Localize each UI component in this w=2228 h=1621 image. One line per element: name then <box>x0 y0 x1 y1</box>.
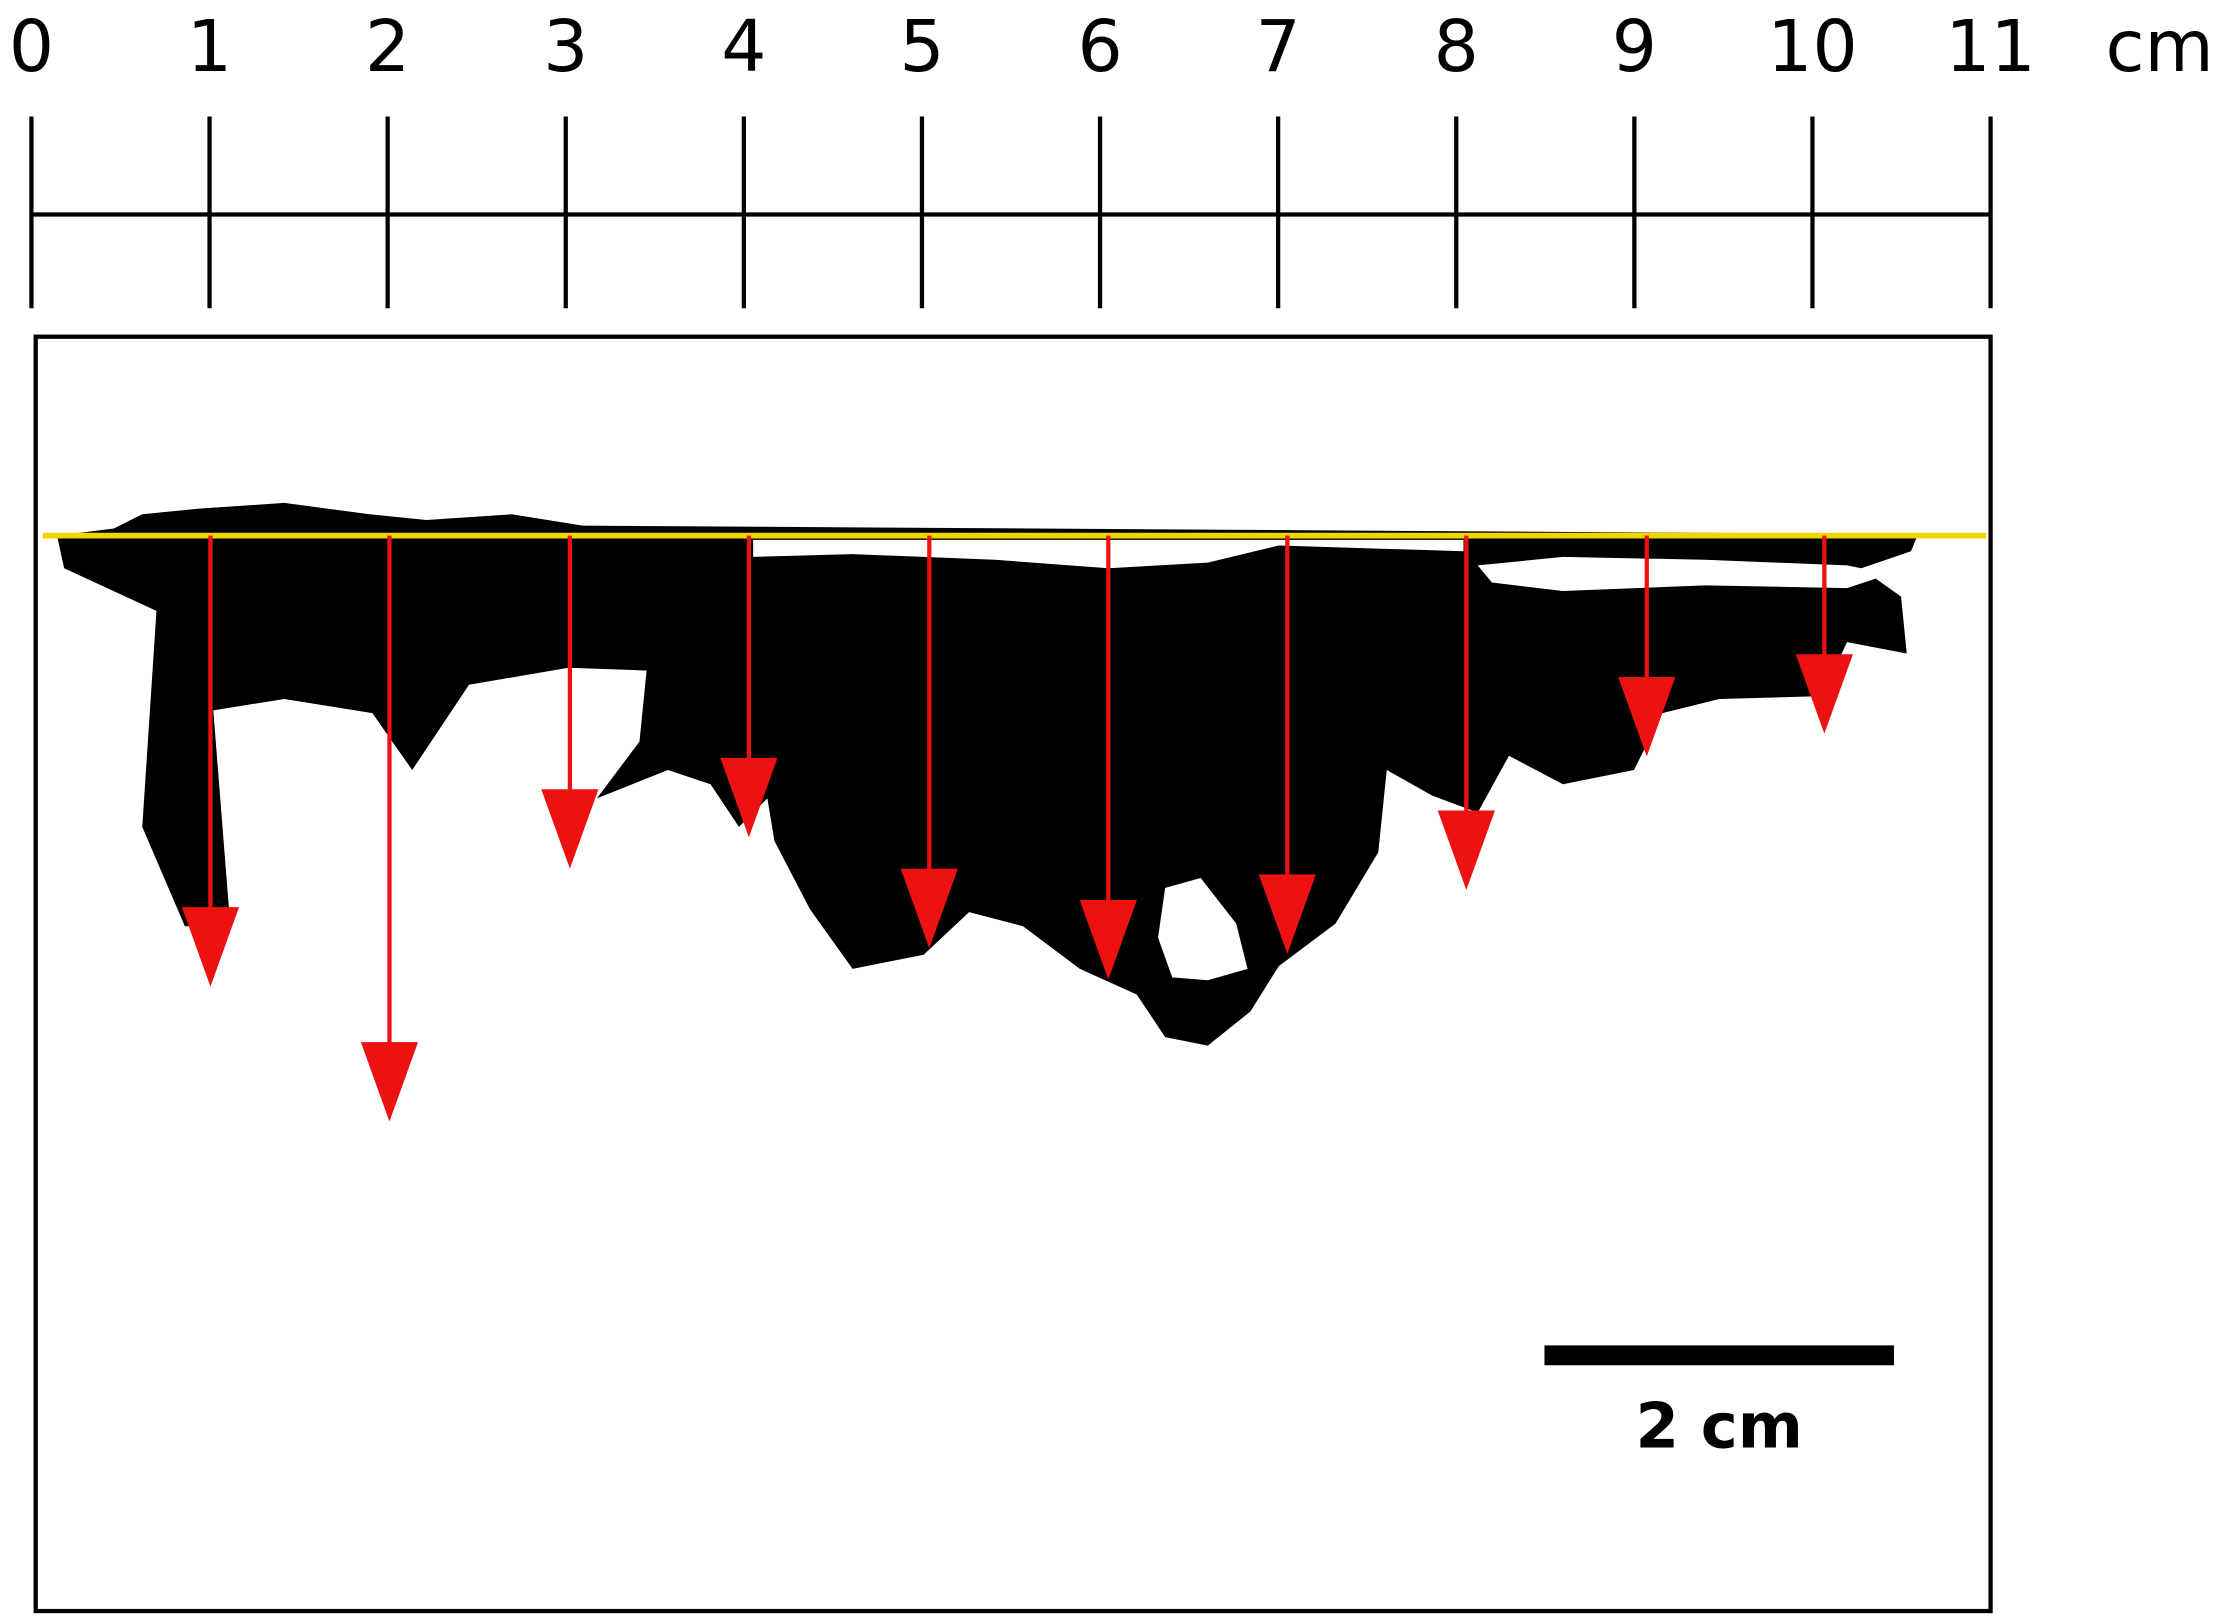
arrow-head <box>1795 654 1853 734</box>
arrow-head <box>1258 874 1316 954</box>
ruler-label: 5 <box>899 5 944 88</box>
arrow-head <box>360 1042 419 1122</box>
ruler-label: 6 <box>1077 5 1122 88</box>
ruler-label: 10 <box>1767 5 1857 88</box>
arrow-head <box>181 907 240 987</box>
arrow-head <box>1079 900 1137 980</box>
ruler-label: 11 <box>1945 5 2035 88</box>
ruler-label: 1 <box>187 5 232 88</box>
ruler-label: 0 <box>9 5 54 88</box>
stain-hole <box>1158 877 1248 981</box>
ruler: 0 1 2 3 4 5 6 7 8 9 10 11 <box>9 5 2036 309</box>
depth-arrows <box>181 535 1853 1122</box>
arrow-head <box>1618 676 1676 757</box>
arrow-head <box>541 789 599 869</box>
ruler-label: 7 <box>1256 5 1301 88</box>
ruler-label: 3 <box>543 5 588 88</box>
scale-bar <box>1544 1345 1894 1366</box>
ruler-label: 4 <box>721 5 766 88</box>
scale-bar-label: 2 cm <box>1636 1390 1803 1463</box>
ruler-unit: cm <box>2106 5 2214 88</box>
stain-patch <box>1477 556 1890 592</box>
stain-region <box>57 502 1919 1046</box>
stain <box>57 502 1919 1046</box>
arrow-head <box>720 757 778 838</box>
arrow-head <box>900 868 958 949</box>
stain-patch <box>469 679 640 796</box>
ruler-label: 2 <box>365 5 410 88</box>
ruler-label: 9 <box>1612 5 1657 88</box>
ruler-label: 8 <box>1434 5 1479 88</box>
arrow-head <box>1437 810 1495 890</box>
